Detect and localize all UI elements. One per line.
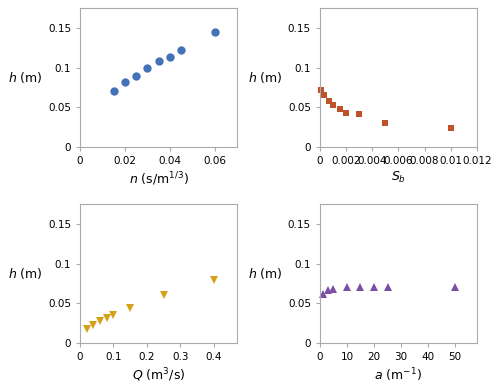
Y-axis label: $h$ (m): $h$ (m) [248, 266, 283, 281]
X-axis label: $S_b$: $S_b$ [391, 170, 406, 185]
X-axis label: $Q$ (m$^3$/s): $Q$ (m$^3$/s) [132, 366, 186, 384]
X-axis label: $n$ (s/m$^{1/3}$): $n$ (s/m$^{1/3}$) [128, 170, 188, 188]
X-axis label: $a$ (m$^{-1}$): $a$ (m$^{-1}$) [374, 366, 422, 384]
Y-axis label: $h$ (m): $h$ (m) [8, 70, 43, 85]
Y-axis label: $h$ (m): $h$ (m) [8, 266, 43, 281]
Y-axis label: $h$ (m): $h$ (m) [248, 70, 283, 85]
